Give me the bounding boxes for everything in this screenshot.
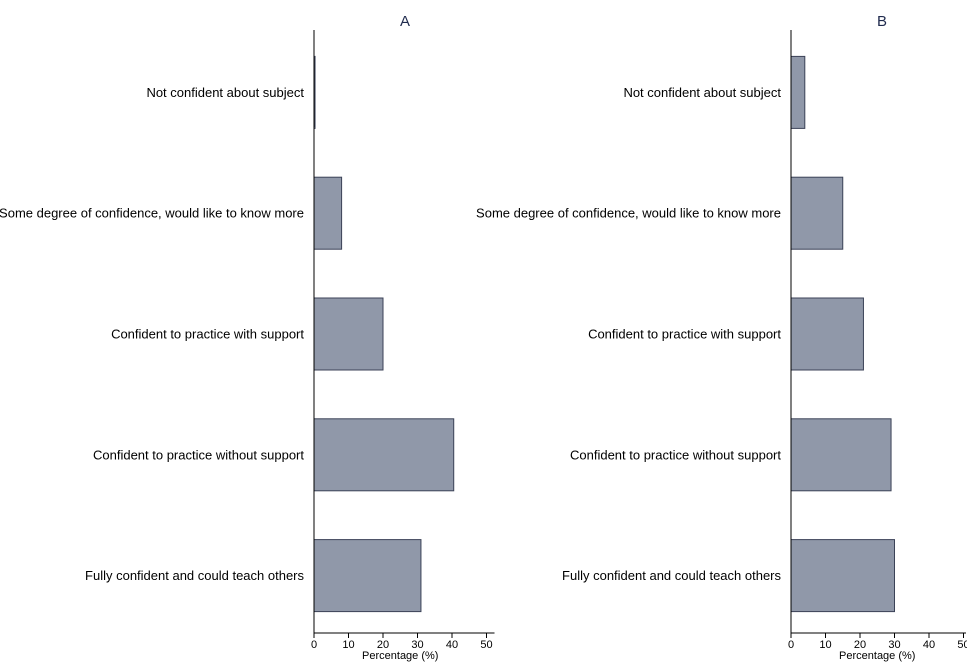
x-tick-label: 50	[480, 639, 492, 651]
x-tick-label: 20	[854, 639, 866, 651]
category-label: Confident to practice without support	[570, 447, 781, 462]
category-label: Confident to practice with support	[588, 327, 781, 342]
bar	[313, 297, 384, 371]
bar	[790, 176, 844, 250]
x-tick-label: 30	[411, 639, 423, 651]
bar	[313, 176, 343, 250]
category-label: Confident to practice without support	[93, 447, 304, 462]
panel-title: B	[877, 13, 887, 30]
bar	[790, 539, 895, 613]
x-tick-label: 40	[446, 639, 458, 651]
x-tick-label: 10	[342, 639, 354, 651]
category-label: Not confident about subject	[146, 85, 304, 100]
x-tick-label: 30	[888, 639, 900, 651]
category-label: Some degree of confidence, would like to…	[476, 206, 781, 221]
bar	[790, 418, 892, 492]
x-tick-label: 40	[923, 639, 935, 651]
category-label: Some degree of confidence, would like to…	[0, 206, 304, 221]
bar	[790, 297, 864, 371]
x-tick-label: 20	[377, 639, 389, 651]
category-label: Not confident about subject	[623, 85, 781, 100]
panel-b: B Not confident about subject Some degree …	[476, 13, 967, 662]
x-tick-label: 0	[788, 639, 794, 651]
panel-a: A Not confident about subject Some degree …	[0, 13, 495, 662]
bar	[313, 418, 455, 492]
panel-title: A	[400, 13, 410, 30]
bar	[313, 539, 422, 613]
x-tick-label: 0	[311, 639, 317, 651]
x-tick-label: 10	[819, 639, 831, 651]
bar	[790, 55, 806, 129]
x-tick-label: 50	[957, 639, 967, 651]
category-label: Fully confident and could teach others	[85, 568, 304, 583]
category-label: Fully confident and could teach others	[562, 568, 781, 583]
category-label: Confident to practice with support	[111, 327, 304, 342]
x-axis-title: Percentage (%)	[362, 650, 438, 662]
x-axis-title: Percentage (%)	[839, 650, 915, 662]
